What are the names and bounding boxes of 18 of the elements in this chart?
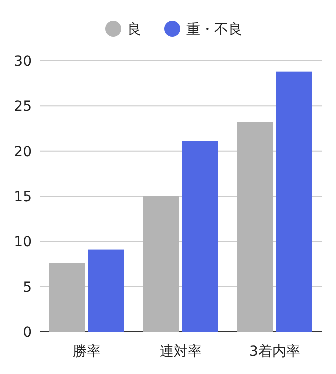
bar [144,196,180,332]
legend-label: 良 [128,22,142,38]
legend-label: 重・不良 [186,22,242,38]
x-tick-label: 勝率 [73,344,101,360]
bar [276,72,312,332]
bar [50,263,86,332]
y-tick-label: 15 [14,190,32,206]
y-tick-label: 0 [23,325,32,341]
y-tick-label: 5 [23,280,32,296]
bar [182,141,218,332]
y-tick-label: 25 [14,99,32,116]
y-tick-label: 20 [14,144,32,160]
x-tick-label: 連対率 [160,344,202,360]
bar [88,250,124,332]
x-tick-label: 3着内率 [250,344,300,360]
y-tick-label: 10 [14,234,32,251]
bar [238,122,274,332]
y-tick-label: 30 [14,54,32,70]
